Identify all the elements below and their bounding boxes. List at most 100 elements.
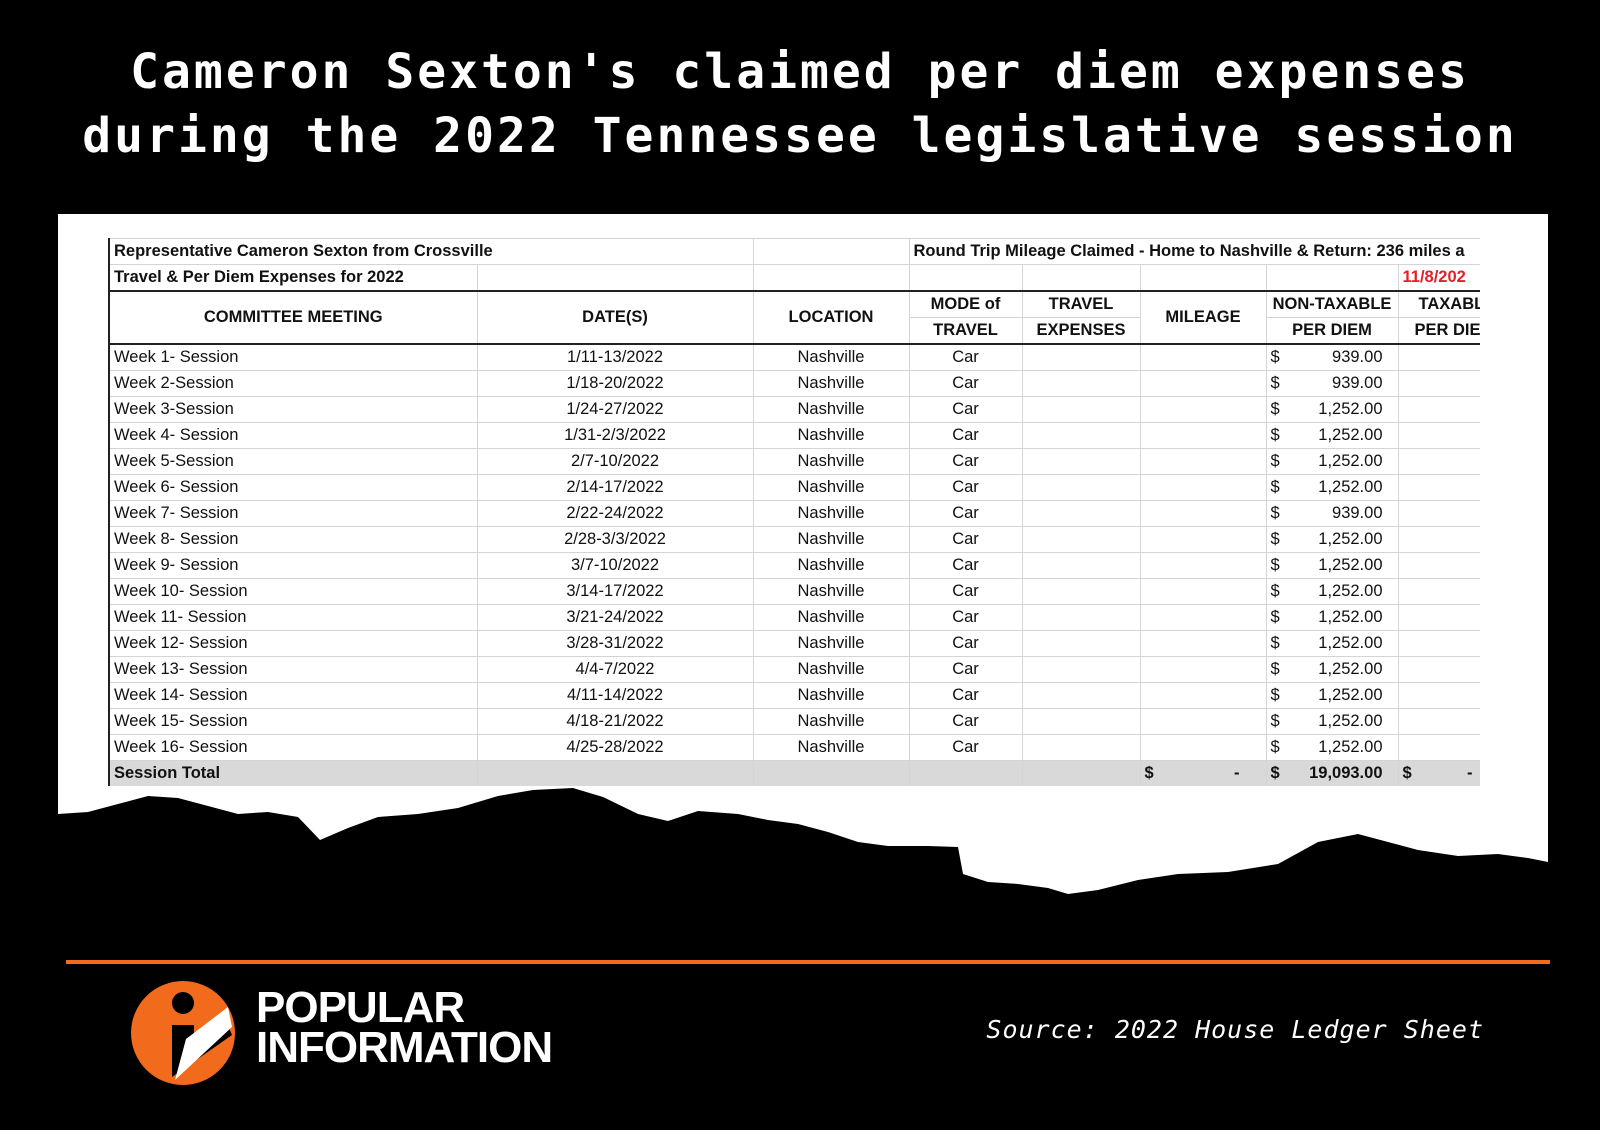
dates-cell: 3/28-31/2022 [477,630,754,657]
mode-cell: Car [909,396,1023,423]
meeting-cell: Week 14- Session [108,682,478,709]
mileage-cell [1140,396,1267,423]
travel-expenses-cell [1022,552,1141,579]
per-diem-cell: $1,252.00 [1266,734,1399,761]
travel-expenses-cell [1022,474,1141,501]
ledger-subtitle: Travel & Per Diem Expenses for 2022 [108,264,478,292]
ledger-row: Week 6- Session 2/14-17/2022 Nashville Car $… [108,474,1480,501]
meeting-cell: Week 4- Session [108,422,478,449]
per-diem-cell: $1,252.00 [1266,708,1399,735]
per-diem-cell: $1,252.00 [1266,526,1399,553]
session-total-label: Session Total [108,760,478,786]
per-diem-cell: $1,252.00 [1266,422,1399,449]
taxable-cell [1398,630,1480,657]
mileage-cell [1140,370,1267,397]
ledger-sheet-image: Representative Cameron Sexton from Cross… [58,214,1548,920]
taxable-cell [1398,734,1480,761]
taxable-cell [1398,708,1480,735]
mode-cell: Car [909,708,1023,735]
location-cell: Nashville [753,682,910,709]
location-cell: Nashville [753,344,910,371]
location-cell: Nashville [753,578,910,605]
location-cell: Nashville [753,734,910,761]
mileage-cell [1140,448,1267,475]
mileage-cell [1140,656,1267,683]
dates-cell: 1/18-20/2022 [477,370,754,397]
taxable-cell [1398,422,1480,449]
taxable-cell [1398,656,1480,683]
meeting-cell: Week 16- Session [108,734,478,761]
dates-cell: 3/7-10/2022 [477,552,754,579]
per-diem-cell: $1,252.00 [1266,682,1399,709]
per-diem-cell: $1,252.00 [1266,604,1399,631]
meeting-cell: Week 15- Session [108,708,478,735]
dates-cell: 4/11-14/2022 [477,682,754,709]
dates-cell: 1/31-2/3/2022 [477,422,754,449]
taxable-cell [1398,500,1480,527]
mode-cell: Car [909,604,1023,631]
header-taxable-2: PER DIE [1398,317,1480,345]
ledger-row: Week 8- Session 2/28-3/3/2022 Nashville Car… [108,526,1480,553]
travel-expenses-cell [1022,370,1141,397]
meeting-cell: Week 1- Session [108,344,478,371]
ledger-row: Week 14- Session 4/11-14/2022 Nashville Car… [108,682,1480,709]
ledger-table: Representative Cameron Sexton from Cross… [108,238,1480,786]
taxable-cell [1398,578,1480,605]
ledger-row: Week 1- Session 1/11-13/2022 Nashville Car $… [108,344,1480,371]
date-stamp: 11/8/202 [1398,264,1480,292]
travel-expenses-cell [1022,344,1141,371]
session-total-row: Session Total $ - $19,093.00 $ - [108,760,1480,786]
total-mileage: $ - [1140,760,1267,786]
header-nontaxable-1: NON-TAXABLE [1266,290,1399,318]
brand-wordmark: POPULAR INFORMATION [256,986,553,1072]
meeting-cell: Week 5-Session [108,448,478,475]
headline-line-2: during the 2022 Tennessee legislative se… [82,108,1518,164]
mileage-cell [1140,604,1267,631]
mode-cell: Car [909,552,1023,579]
ledger-row: Week 12- Session 3/28-31/2022 Nashville Car… [108,630,1480,657]
header-dates: DATE(S) [477,290,754,345]
mileage-cell [1140,708,1267,735]
location-cell: Nashville [753,656,910,683]
header-row-1: COMMITTEE MEETING DATE(S) LOCATION MODE … [108,290,1480,345]
location-cell: Nashville [753,370,910,397]
brand-line-2: INFORMATION [256,1023,553,1072]
per-diem-cell: $939.00 [1266,500,1399,527]
location-cell: Nashville [753,708,910,735]
accent-divider [66,960,1550,964]
dates-cell: 2/7-10/2022 [477,448,754,475]
mode-cell: Car [909,578,1023,605]
travel-expenses-cell [1022,500,1141,527]
meeting-cell: Week 8- Session [108,526,478,553]
dates-cell: 1/11-13/2022 [477,344,754,371]
ledger-row: Week 16- Session 4/25-28/2022 Nashville Car… [108,734,1480,761]
mileage-cell [1140,344,1267,371]
mileage-cell [1140,422,1267,449]
total-per-diem: $19,093.00 [1266,760,1399,786]
header-travel-2: EXPENSES [1022,317,1141,345]
popular-information-logo-icon [131,981,235,1085]
taxable-cell [1398,396,1480,423]
travel-expenses-cell [1022,448,1141,475]
travel-expenses-cell [1022,604,1141,631]
header-mode-2: TRAVEL [909,317,1023,345]
mode-cell: Car [909,734,1023,761]
taxable-cell [1398,604,1480,631]
per-diem-cell: $1,252.00 [1266,630,1399,657]
mileage-cell [1140,630,1267,657]
travel-expenses-cell [1022,526,1141,553]
mileage-cell [1140,578,1267,605]
travel-expenses-cell [1022,422,1141,449]
taxable-cell [1398,552,1480,579]
header-mode-1: MODE of [909,290,1023,318]
mileage-cell [1140,734,1267,761]
taxable-cell [1398,474,1480,501]
mode-cell: Car [909,370,1023,397]
travel-expenses-cell [1022,708,1141,735]
travel-expenses-cell [1022,396,1141,423]
meeting-cell: Week 9- Session [108,552,478,579]
travel-expenses-cell [1022,682,1141,709]
ledger-rows: Week 1- Session 1/11-13/2022 Nashville Car $… [108,344,1480,761]
travel-expenses-cell [1022,630,1141,657]
dates-cell: 1/24-27/2022 [477,396,754,423]
